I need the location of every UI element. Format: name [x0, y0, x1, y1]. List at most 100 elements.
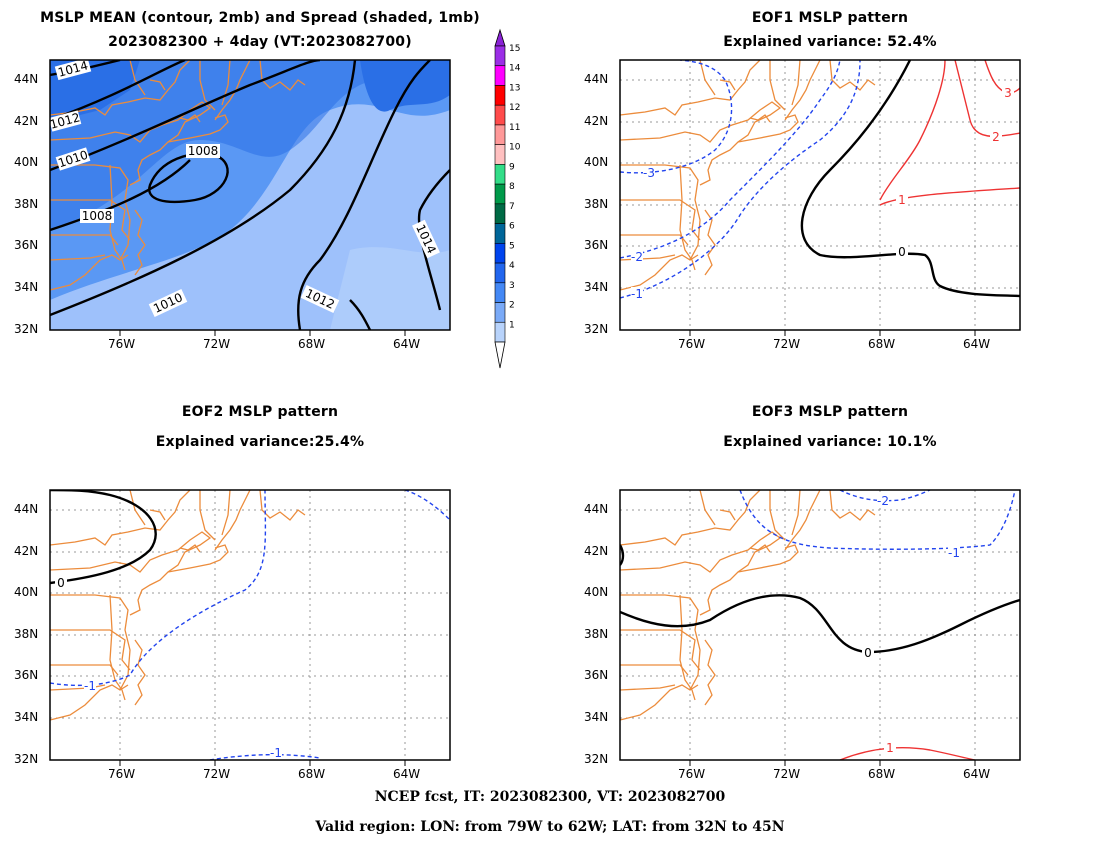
colorbar-swatch [494, 124, 506, 145]
lon-label: 68W [298, 337, 326, 351]
colorbar-swatch [494, 282, 506, 303]
lat-label: 40N [14, 155, 39, 169]
lat-label: 32N [14, 322, 39, 336]
colorbar-swatch [494, 65, 506, 86]
lon-label: 76W [678, 767, 706, 781]
eof2-label-zero: 0 [57, 576, 65, 590]
lon-label: 72W [203, 767, 231, 781]
colorbar-swatch [494, 45, 506, 67]
spread-colorbar: 15 14 13 12 11 10 9 8 7 6 5 4 3 2 1 [494, 28, 521, 369]
eof1-label-neg1: -1 [631, 287, 643, 301]
lat-label: 44N [14, 502, 39, 516]
colorbar-swatch [494, 223, 506, 244]
panel1-title-line1: MSLP MEAN (contour, 2mb) and Spread (sha… [40, 10, 480, 26]
colorbar-label: 1 [509, 320, 515, 330]
lat-label: 38N [584, 627, 609, 641]
colorbar-swatch [494, 85, 506, 106]
colorbar-label: 8 [509, 182, 515, 192]
panel3-title-line1: EOF2 MSLP pattern [181, 404, 339, 420]
panel4-title-line2: Explained variance: 10.1% [723, 434, 937, 450]
lat-label: 32N [14, 752, 39, 766]
lon-label: 76W [108, 767, 136, 781]
colorbar-label: 15 [509, 44, 520, 54]
colorbar-label: 14 [509, 64, 521, 74]
panel3-title-line2: Explained variance:25.4% [155, 434, 365, 450]
colorbar-swatch [494, 243, 506, 264]
lat-label: 44N [584, 502, 609, 516]
lon-label: 72W [203, 337, 231, 351]
colorbar-label: 5 [509, 241, 515, 251]
lon-label: 68W [298, 767, 326, 781]
lat-label: 32N [584, 752, 609, 766]
lat-label: 38N [584, 197, 609, 211]
lon-label: 72W [773, 767, 801, 781]
lat-label: 34N [14, 710, 39, 724]
colorbar-top-arrow [494, 28, 506, 47]
lat-label: 42N [14, 544, 39, 558]
eof3-label-neg1: -1 [948, 546, 960, 560]
lat-label: 36N [584, 238, 609, 252]
lat-label: 36N [14, 668, 39, 682]
colorbar-label: 9 [509, 162, 515, 172]
panel4-title-line1: EOF3 MSLP pattern [751, 404, 909, 420]
lat-label: 34N [584, 710, 609, 724]
panel1-title-line2: 2023082300 + 4day (VT:2023082700) [108, 34, 412, 50]
lat-label: 34N [14, 280, 39, 294]
eof3-label-neg2: -2 [877, 494, 889, 508]
colorbar-label: 12 [509, 103, 520, 113]
colorbar-swatch [494, 203, 506, 224]
lat-label: 44N [14, 72, 39, 86]
lat-label: 42N [14, 114, 39, 128]
colorbar-swatch [494, 164, 506, 185]
lon-label: 76W [678, 337, 706, 351]
lat-label: 40N [584, 585, 609, 599]
mean-label-1008-a: 1008 [188, 144, 219, 158]
eof1-label-neg3: -3 [643, 166, 655, 180]
eof2-label-neg1-b: -1 [270, 746, 282, 760]
colorbar-label: 11 [509, 123, 520, 133]
colorbar-swatch [494, 302, 506, 323]
lon-label: 68W [868, 767, 896, 781]
colorbar-swatch [494, 104, 506, 126]
eof2-label-neg1-a: -1 [84, 679, 96, 693]
lat-label: 44N [584, 72, 609, 86]
lon-label: 64W [393, 337, 421, 351]
lat-label: 36N [14, 238, 39, 252]
colorbar-bottom-arrow [494, 341, 506, 369]
colorbar-label: 4 [509, 261, 515, 271]
lat-label: 36N [584, 668, 609, 682]
eof1-label-zero: 0 [898, 245, 906, 259]
lat-label: 42N [584, 544, 609, 558]
lat-label: 38N [14, 627, 39, 641]
colorbar-swatch [494, 262, 506, 284]
eof1-label-neg2: -2 [631, 250, 643, 264]
lat-label: 40N [584, 155, 609, 169]
panel2-title-line2: Explained variance: 52.4% [723, 34, 937, 50]
colorbar-swatch [494, 183, 506, 205]
footer-valid-region: Valid region: LON: from 79W to 62W; LAT:… [315, 819, 785, 835]
colorbar-label: 10 [509, 143, 521, 153]
eof1-label-pos1: 1 [898, 193, 906, 207]
lon-label: 64W [963, 767, 991, 781]
lon-label: 76W [108, 337, 136, 351]
colorbar-label: 3 [509, 281, 515, 291]
colorbar-swatch [494, 144, 506, 165]
lon-label: 72W [773, 337, 801, 351]
lat-label: 42N [584, 114, 609, 128]
lon-label: 68W [868, 337, 896, 351]
eof1-label-pos2: 2 [992, 130, 1000, 144]
lon-label: 64W [393, 767, 421, 781]
colorbar-label: 2 [509, 301, 515, 311]
colorbar-label: 6 [509, 222, 515, 232]
colorbar-label: 7 [509, 202, 515, 212]
lon-label: 64W [963, 337, 991, 351]
mean-label-1008-b: 1008 [82, 209, 113, 223]
lat-label: 38N [14, 197, 39, 211]
panel2-title-line1: EOF1 MSLP pattern [751, 10, 909, 26]
lat-label: 32N [584, 322, 609, 336]
eof3-label-pos1: 1 [886, 741, 894, 755]
lat-label: 34N [584, 280, 609, 294]
eof3-label-zero: 0 [864, 646, 872, 660]
colorbar-label: 13 [509, 83, 520, 93]
